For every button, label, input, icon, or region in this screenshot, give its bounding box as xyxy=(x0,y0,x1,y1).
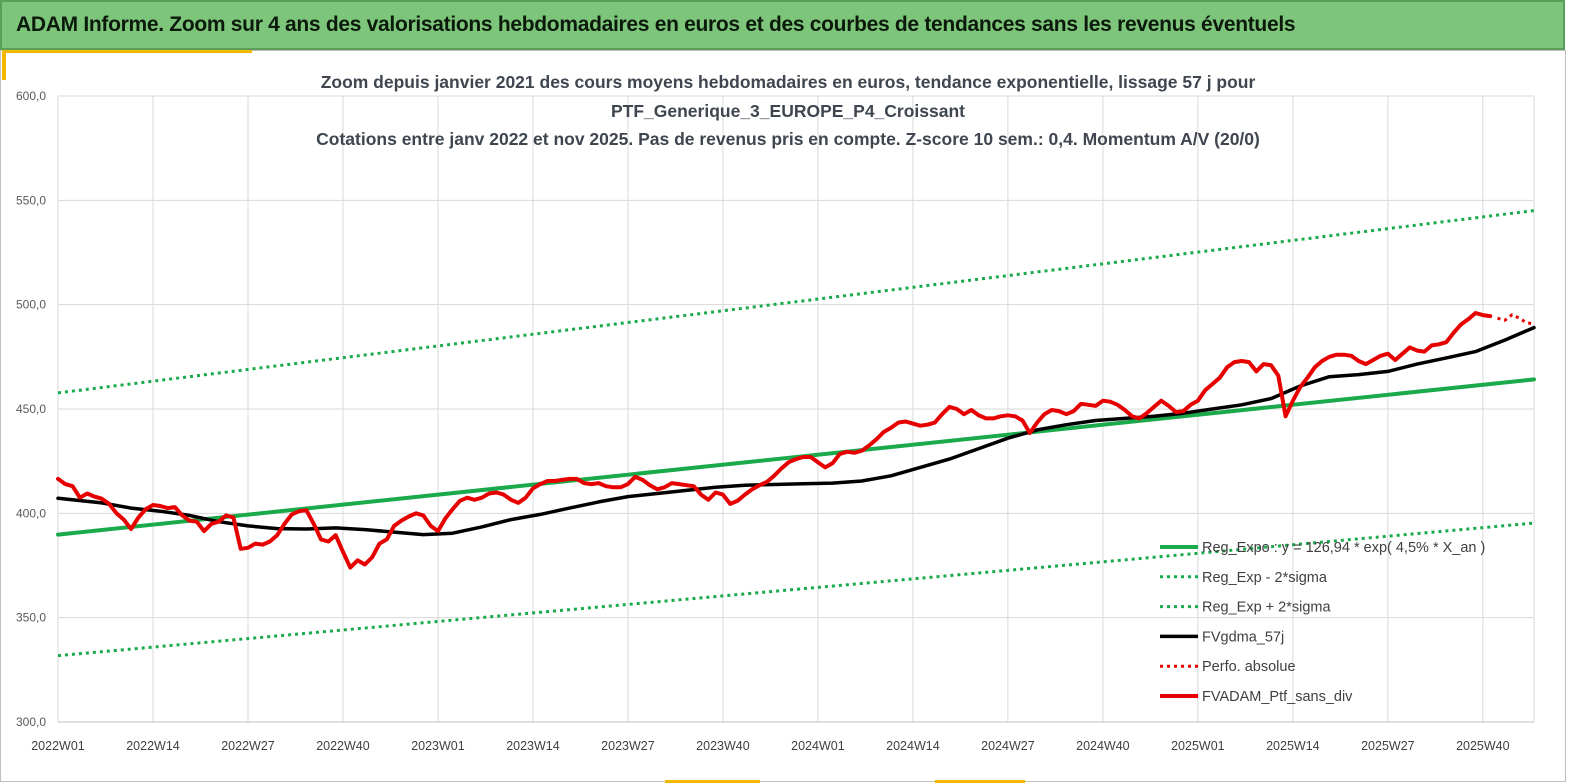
x-tick-label: 2025W40 xyxy=(1456,739,1510,753)
y-tick-label: 350,0 xyxy=(16,611,46,625)
legend-label: Reg_Exp - 2*sigma xyxy=(1202,570,1328,586)
legend-label: FVgdma_57j xyxy=(1202,629,1284,645)
accent-bar-top-left xyxy=(2,50,252,53)
series-line-reg-exp-2-sigma xyxy=(57,521,1535,658)
x-tick-label: 2024W27 xyxy=(981,739,1035,753)
legend-label: Perfo. absolue xyxy=(1202,659,1296,675)
series-line-fvadam-ptf-sans-div xyxy=(56,311,1493,570)
legend-label: FVADAM_Ptf_sans_div xyxy=(1202,689,1353,705)
x-tick-label: 2022W27 xyxy=(221,739,275,753)
chart-title-line-3: Cotations entre janv 2022 et nov 2025. P… xyxy=(316,129,1260,149)
chart-legend: Reg_Expo : y = 126,94 * exp( 4,5% * X_an… xyxy=(1160,540,1485,705)
y-tick-label: 300,0 xyxy=(16,715,46,729)
series-line-perfo-absolue xyxy=(1497,313,1535,326)
y-tick-label: 500,0 xyxy=(16,298,46,312)
banner-title: ADAM Informe. Zoom sur 4 ans des valoris… xyxy=(16,13,1296,36)
y-tick-label: 600,0 xyxy=(16,89,46,103)
legend-label: Reg_Expo : y = 126,94 * exp( 4,5% * X_an… xyxy=(1202,540,1485,556)
series-line-fvgdma-57j xyxy=(56,325,1536,537)
x-tick-label: 2024W14 xyxy=(886,739,940,753)
x-tick-label: 2022W14 xyxy=(126,739,180,753)
y-axis-ticks: 300,0 350,0 400,0 450,0 500,0 550,0 600,0 xyxy=(16,89,46,729)
chart-banner: ADAM Informe. Zoom sur 4 ans des valoris… xyxy=(0,0,1565,50)
x-tick-label: 2023W27 xyxy=(601,739,655,753)
legend-label: Reg_Exp + 2*sigma xyxy=(1202,600,1331,616)
chart-title-line-1: Zoom depuis janvier 2021 des cours moyen… xyxy=(321,72,1256,92)
x-tick-label: 2025W27 xyxy=(1361,739,1415,753)
y-tick-label: 550,0 xyxy=(16,193,46,207)
accent-bar-left xyxy=(2,50,6,80)
x-tick-label: 2023W01 xyxy=(411,739,465,753)
x-axis-ticks: 2022W01 2022W14 2022W27 2022W40 2023W01 2023W… xyxy=(31,739,1509,753)
series-line-reg-exp-2-sigma xyxy=(57,209,1535,395)
x-tick-label: 2025W14 xyxy=(1266,739,1320,753)
x-tick-label: 2023W40 xyxy=(696,739,750,753)
chart-frame xyxy=(0,50,1566,782)
x-tick-label: 2025W01 xyxy=(1171,739,1225,753)
series-line-reg-expo-y-126-94-exp-4-5-x-an xyxy=(56,377,1536,537)
accent-bar-bottom-1 xyxy=(665,780,760,783)
y-tick-label: 400,0 xyxy=(16,506,46,520)
x-tick-label: 2022W40 xyxy=(316,739,370,753)
y-tick-label: 450,0 xyxy=(16,402,46,416)
x-tick-label: 2024W01 xyxy=(791,739,845,753)
x-tick-label: 2023W14 xyxy=(506,739,560,753)
accent-bar-bottom-2 xyxy=(935,780,1025,783)
x-tick-label: 2024W40 xyxy=(1076,739,1130,753)
x-tick-label: 2022W01 xyxy=(31,739,85,753)
chart-grid xyxy=(57,95,1535,723)
chart-title-line-2: PTF_Generique_3_EUROPE_P4_Croissant xyxy=(611,101,965,121)
chart-series xyxy=(56,209,1536,658)
